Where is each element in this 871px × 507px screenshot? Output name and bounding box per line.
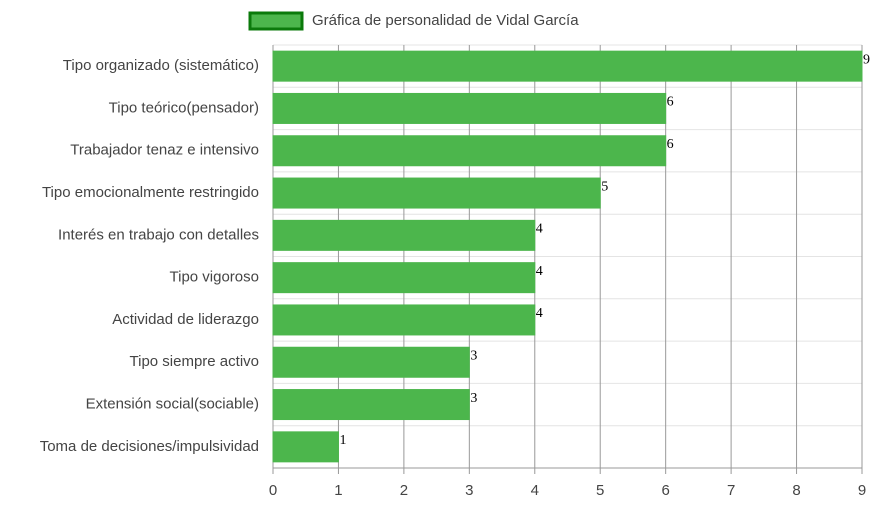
bar	[272, 262, 536, 294]
bar	[272, 431, 339, 463]
value-label: 9	[863, 52, 870, 67]
y-tick-label: Extensión social(sociable)	[86, 396, 259, 413]
bar	[272, 219, 536, 251]
y-tick-label: Tipo emocionalmente restringido	[42, 184, 259, 201]
x-tick-label: 5	[596, 482, 604, 499]
value-label: 6	[667, 95, 674, 110]
y-tick-label: Tipo vigoroso	[170, 269, 260, 286]
bar	[272, 50, 863, 82]
x-tick-label: 6	[661, 482, 669, 499]
bar	[272, 92, 667, 124]
y-tick-label: Interés en trabajo con detalles	[58, 226, 259, 243]
bar	[272, 304, 536, 336]
bar	[272, 346, 470, 378]
value-label: 1	[339, 433, 346, 448]
value-label: 4	[536, 264, 543, 279]
x-tick-label: 8	[792, 482, 800, 499]
y-tick-label: Tipo teórico(pensador)	[109, 99, 259, 116]
y-tick-label: Toma de decisiones/impulsividad	[40, 438, 259, 455]
x-tick-label: 0	[269, 482, 277, 499]
x-tick-label: 3	[465, 482, 473, 499]
bar	[272, 135, 667, 167]
x-tick-label: 1	[334, 482, 342, 499]
y-tick-label: Tipo organizado (sistemático)	[63, 57, 259, 74]
bar	[272, 177, 601, 209]
x-tick-label: 4	[531, 482, 539, 499]
value-label: 3	[470, 348, 477, 363]
legend-swatch	[248, 11, 304, 31]
value-label: 4	[536, 222, 543, 237]
value-label: 6	[667, 137, 674, 152]
legend-label: Gráfica de personalidad de Vidal García	[312, 12, 579, 29]
value-label: 4	[536, 306, 543, 321]
x-tick-label: 7	[727, 482, 735, 499]
y-tick-label: Actividad de liderazgo	[112, 311, 259, 328]
bar	[272, 389, 470, 421]
y-tick-label: Tipo siempre activo	[130, 353, 260, 370]
value-label: 3	[470, 391, 477, 406]
x-tick-label: 9	[858, 482, 866, 499]
y-tick-label: Trabajador tenaz e intensivo	[70, 142, 259, 159]
value-label: 5	[601, 179, 608, 194]
x-tick-label: 2	[400, 482, 408, 499]
